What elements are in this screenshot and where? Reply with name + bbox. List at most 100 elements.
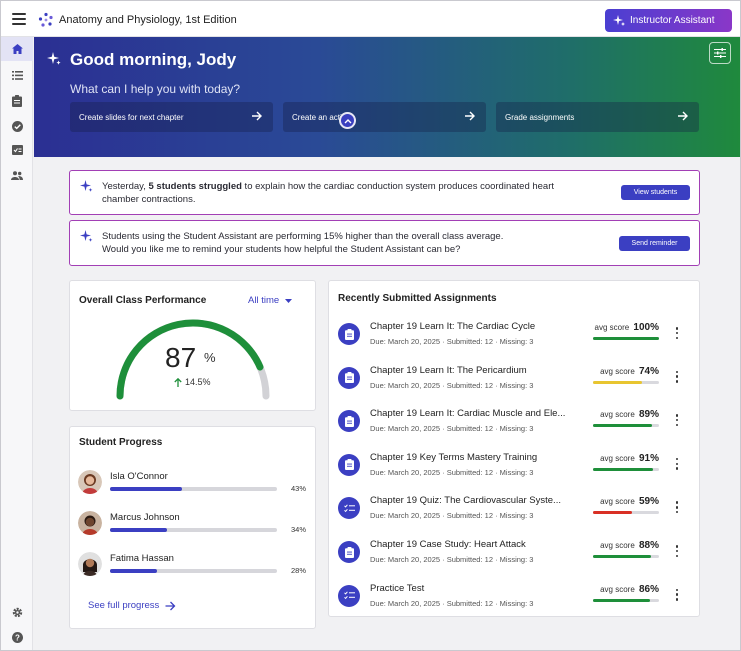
arrow-right-icon bbox=[165, 601, 176, 610]
more-options-icon[interactable] bbox=[672, 413, 682, 427]
assignment-row[interactable]: Chapter 19 Quiz: The Cardiovascular Syst… bbox=[337, 495, 689, 535]
avg-score: avg score 91% bbox=[591, 453, 659, 473]
collapse-banner-button[interactable] bbox=[339, 112, 356, 129]
sparkle-logo-icon bbox=[38, 12, 53, 27]
rail-people[interactable] bbox=[1, 163, 33, 187]
rail-help[interactable]: ? bbox=[1, 625, 33, 649]
insight-alert-struggling: Yesterday, 5 students struggled to expla… bbox=[69, 170, 700, 215]
avg-score-label: avg score 91% bbox=[600, 452, 659, 464]
assignment-meta: Due: March 20, 2025 · Submitted: 12 · Mi… bbox=[370, 598, 534, 608]
student-name: Isla O'Connor bbox=[110, 471, 168, 482]
student-percent: 28% bbox=[291, 566, 307, 575]
customize-button[interactable] bbox=[709, 42, 731, 64]
score-track bbox=[593, 337, 659, 340]
student-row[interactable]: Fatima Hassan 28% bbox=[78, 552, 306, 576]
score-fill bbox=[593, 467, 654, 471]
avg-score-label: avg score 89% bbox=[600, 409, 659, 421]
score-fill bbox=[593, 555, 652, 558]
greeting-banner: Good morning, Jody What can I help you w… bbox=[34, 37, 740, 157]
assignment-row[interactable]: Chapter 19 Learn It: The Cardiac Cycle D… bbox=[337, 321, 689, 361]
rail-home[interactable] bbox=[1, 37, 33, 61]
avg-score: avg score 86% bbox=[591, 584, 659, 604]
assignment-title: Chapter 19 Learn It: The Pericardium bbox=[370, 364, 527, 376]
score-track bbox=[593, 424, 659, 428]
performance-value: 87 bbox=[165, 342, 197, 373]
time-range-select[interactable]: All time bbox=[248, 295, 293, 306]
assignment-title: Practice Test bbox=[370, 582, 425, 594]
performance-gauge bbox=[116, 319, 270, 400]
assignment-icon-badge bbox=[338, 323, 360, 345]
class-performance-card: Overall Class Performance All time 87 % … bbox=[69, 280, 316, 411]
alert-highlight: 5 students struggled bbox=[148, 181, 242, 192]
alert-prefix: Yesterday, bbox=[102, 181, 149, 192]
more-options-icon[interactable] bbox=[672, 500, 682, 514]
top-bar: Anatomy and Physiology, 1st Edition Inst… bbox=[1, 1, 740, 37]
avg-score-value: 59% bbox=[638, 496, 659, 508]
assignment-title: Chapter 19 Learn It: Cardiac Muscle and … bbox=[370, 408, 566, 420]
student-row[interactable]: Isla O'Connor 43% bbox=[78, 470, 306, 494]
performance-unit: % bbox=[204, 350, 216, 365]
app-title: Anatomy and Physiology, 1st Edition bbox=[59, 14, 237, 26]
see-full-progress-link[interactable]: See full progress bbox=[88, 600, 176, 611]
action-label: Create an activity bbox=[292, 112, 354, 122]
progress-track bbox=[110, 569, 277, 573]
assignment-row[interactable]: Practice Test Due: March 20, 2025 · Subm… bbox=[337, 583, 689, 623]
more-options-icon[interactable] bbox=[672, 588, 682, 602]
rail-completed[interactable] bbox=[1, 114, 33, 138]
assignment-meta: Due: March 20, 2025 · Submitted: 12 · Mi… bbox=[370, 424, 534, 434]
rail-assignments[interactable] bbox=[1, 89, 33, 113]
avg-score-label: avg score 88% bbox=[600, 540, 659, 551]
progress-track bbox=[110, 487, 277, 491]
instructor-assistant-button[interactable]: Instructor Assistant bbox=[605, 9, 732, 32]
people-icon bbox=[11, 170, 23, 180]
list-icon bbox=[11, 70, 23, 80]
assignment-title: Chapter 19 Quiz: The Cardiovascular Syst… bbox=[370, 495, 561, 507]
student-percent: 43% bbox=[291, 484, 307, 493]
action-create-slides[interactable]: Create slides for next chapter bbox=[70, 102, 273, 132]
see-full-progress-label: See full progress bbox=[88, 600, 160, 611]
score-track bbox=[593, 511, 659, 515]
student-row[interactable]: Marcus Johnson 34% bbox=[78, 511, 306, 535]
more-options-icon[interactable] bbox=[672, 370, 682, 384]
sparkle-icon bbox=[613, 14, 625, 26]
student-name: Fatima Hassan bbox=[110, 553, 174, 564]
avg-score-label: avg score 100% bbox=[594, 322, 659, 333]
view-students-button[interactable]: View students bbox=[621, 185, 690, 200]
progress-fill bbox=[110, 487, 182, 491]
clipboard-icon bbox=[344, 459, 354, 471]
more-options-icon[interactable] bbox=[672, 457, 682, 471]
action-create-activity[interactable]: Create an activity bbox=[283, 102, 486, 132]
assignment-row[interactable]: Chapter 19 Learn It: Cardiac Muscle and … bbox=[337, 408, 689, 448]
action-grade-assignments[interactable]: Grade assignments bbox=[496, 102, 699, 132]
assignment-row[interactable]: Chapter 19 Learn It: The Pericardium Due… bbox=[337, 365, 689, 405]
assignment-row[interactable]: Chapter 19 Key Terms Mastery Training Du… bbox=[337, 452, 689, 492]
alert-message: Students using the Student Assistant are… bbox=[102, 230, 602, 256]
send-reminder-button[interactable]: Send reminder bbox=[619, 236, 690, 251]
score-track bbox=[593, 380, 659, 384]
progress-fill bbox=[110, 569, 157, 573]
assignment-title: Chapter 19 Case Study: Heart Attack bbox=[370, 539, 526, 550]
clipboard-icon bbox=[12, 95, 22, 107]
assignment-row[interactable]: Chapter 19 Case Study: Heart Attack Due:… bbox=[337, 539, 689, 579]
assignment-icon-badge bbox=[338, 366, 360, 389]
left-rail: ? bbox=[1, 37, 33, 650]
menu-icon[interactable] bbox=[12, 13, 26, 25]
assignment-meta: Due: March 20, 2025 · Submitted: 12 · Mi… bbox=[370, 380, 534, 390]
performance-delta: 14.5% bbox=[174, 377, 211, 387]
alert-line: Students using the Student Assistant are… bbox=[102, 231, 504, 242]
clipboard-icon bbox=[344, 372, 354, 384]
rail-list[interactable] bbox=[1, 63, 33, 87]
more-options-icon[interactable] bbox=[672, 326, 682, 340]
more-options-icon[interactable] bbox=[672, 544, 682, 558]
student-percent: 34% bbox=[291, 525, 307, 534]
student-progress-card: Student Progress Isla O'Connor 43% Marcu… bbox=[69, 426, 316, 629]
avatar bbox=[78, 511, 102, 535]
rail-settings[interactable] bbox=[1, 600, 33, 624]
alert-suffix: to explain how the cardiac conduction sy… bbox=[102, 181, 555, 205]
gauge-fill bbox=[116, 319, 264, 400]
instructor-assistant-label: Instructor Assistant bbox=[630, 15, 715, 26]
rail-grades[interactable] bbox=[1, 138, 33, 162]
arrow-right-icon bbox=[678, 111, 688, 121]
arrow-up-icon bbox=[174, 377, 182, 387]
